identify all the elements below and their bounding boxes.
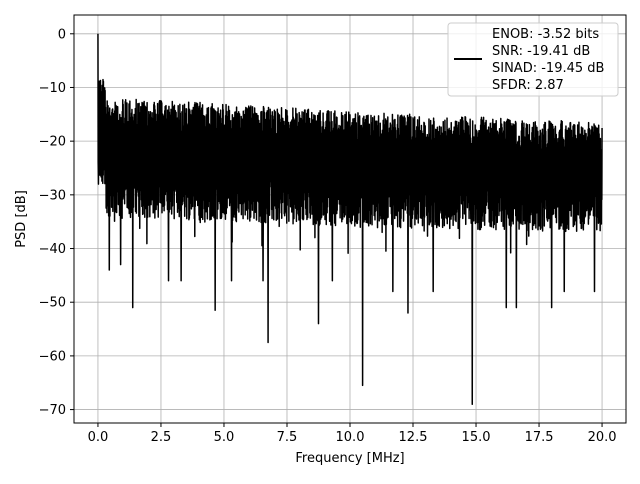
y-tick-label: −50 — [39, 296, 66, 311]
psd-series-line — [97, 33, 603, 405]
legend-box — [447, 22, 619, 97]
y-tick-label: −40 — [39, 242, 66, 257]
legend-sfdr: SFDR: 2.87 — [492, 78, 564, 93]
y-tick-label: −30 — [39, 188, 66, 203]
x-tick-label: 15.0 — [462, 430, 491, 445]
psd-trace — [97, 33, 603, 405]
x-axis-label: Frequency [MHz] — [295, 451, 404, 466]
y-tick-label: −10 — [39, 81, 66, 96]
y-axis-label: PSD [dB] — [14, 190, 29, 248]
legend-snr: SNR: -19.41 dB — [492, 44, 590, 59]
y-tick-label: −70 — [39, 403, 66, 418]
x-tick-label: 2.5 — [151, 430, 172, 445]
x-tick-label: 20.0 — [588, 430, 617, 445]
y-tick-label: 0 — [58, 27, 66, 42]
legend: ENOB: -3.52 bits SNR: -19.41 dB SINAD: -… — [447, 22, 619, 97]
x-tick-label: 0.0 — [88, 430, 109, 445]
x-tick-label: 10.0 — [336, 430, 365, 445]
y-tick-label: −20 — [39, 135, 66, 150]
x-tick-label: 17.5 — [525, 430, 554, 445]
y-axis-ticks: 0 −10 −20 −30 −40 −50 −60 −70 — [39, 27, 74, 418]
legend-sinad: SINAD: -19.45 dB — [492, 61, 604, 76]
x-axis-ticks: 0.0 2.5 5.0 7.5 10.0 12.5 15.0 17.5 20.0 — [88, 423, 617, 445]
y-tick-label: −60 — [39, 349, 66, 364]
legend-enob: ENOB: -3.52 bits — [492, 27, 599, 42]
x-tick-label: 7.5 — [277, 430, 298, 445]
x-tick-label: 5.0 — [214, 430, 235, 445]
x-tick-label: 12.5 — [399, 430, 428, 445]
